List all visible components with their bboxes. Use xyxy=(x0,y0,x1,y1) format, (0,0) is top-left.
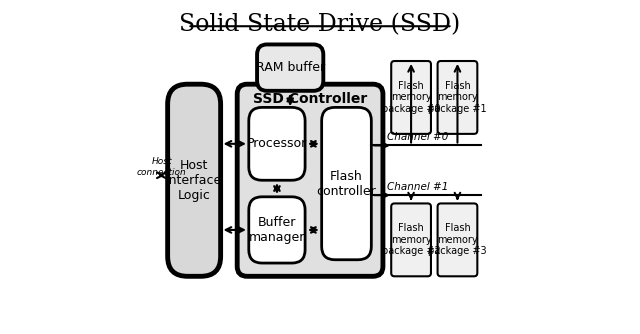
Text: Flash
memory
package #3: Flash memory package #3 xyxy=(428,223,487,257)
Text: RAM buffer: RAM buffer xyxy=(255,61,324,74)
Text: Host
Interface
Logic: Host Interface Logic xyxy=(166,159,222,202)
Text: Host
connection: Host connection xyxy=(137,157,186,177)
FancyBboxPatch shape xyxy=(438,61,477,134)
FancyBboxPatch shape xyxy=(322,107,371,260)
Text: SSD Controller: SSD Controller xyxy=(253,93,367,107)
FancyBboxPatch shape xyxy=(391,61,431,134)
FancyBboxPatch shape xyxy=(168,84,221,276)
Text: Processor: Processor xyxy=(247,137,307,150)
FancyBboxPatch shape xyxy=(237,84,383,276)
FancyBboxPatch shape xyxy=(438,203,477,276)
Text: Solid State Drive (SSD): Solid State Drive (SSD) xyxy=(179,13,461,36)
Text: Flash
memory
package #0: Flash memory package #0 xyxy=(382,81,440,114)
FancyBboxPatch shape xyxy=(249,107,305,180)
Text: Channel #0: Channel #0 xyxy=(387,132,449,142)
Text: Flash
controller: Flash controller xyxy=(317,170,376,198)
FancyBboxPatch shape xyxy=(257,44,323,91)
Text: Flash
memory
package #1: Flash memory package #1 xyxy=(428,81,487,114)
Text: Buffer
manager: Buffer manager xyxy=(249,216,305,244)
FancyBboxPatch shape xyxy=(249,197,305,263)
Text: Flash
memory
package #2: Flash memory package #2 xyxy=(381,223,440,257)
FancyBboxPatch shape xyxy=(391,203,431,276)
Text: Channel #1: Channel #1 xyxy=(387,182,449,192)
